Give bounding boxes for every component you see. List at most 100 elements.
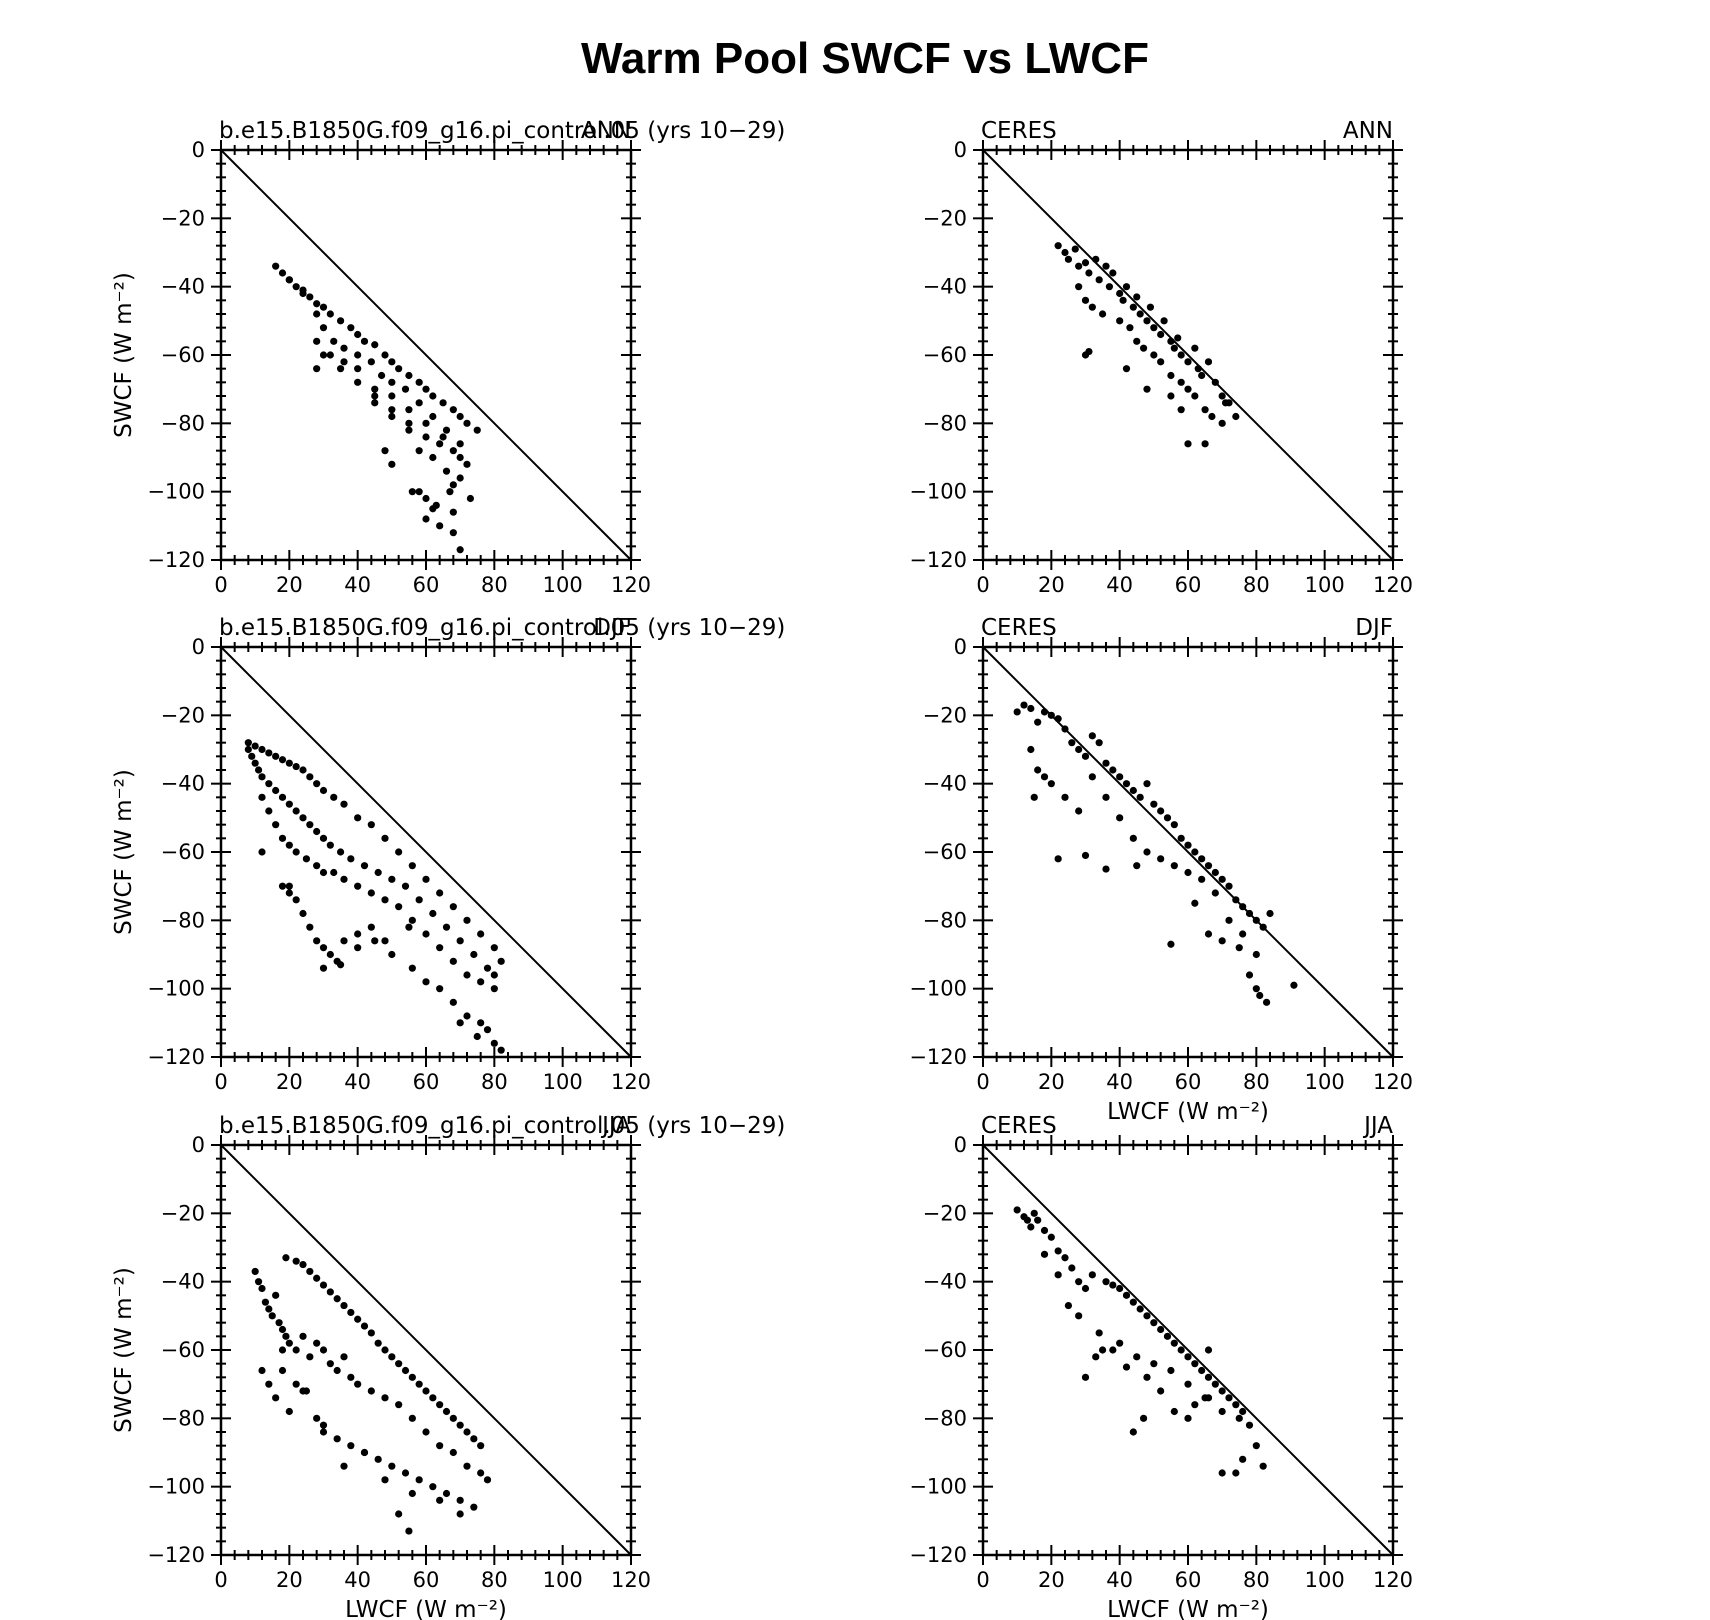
y-tick-label: −100	[909, 1475, 967, 1499]
scatter-point	[1150, 1319, 1158, 1327]
scatter-point	[1218, 392, 1226, 400]
scatter-point	[367, 1387, 375, 1395]
x-tick-label: 120	[611, 573, 651, 597]
x-tick-label: 80	[1243, 1070, 1270, 1094]
scatter-point	[1075, 745, 1083, 754]
scatter-point	[1170, 1407, 1178, 1416]
scatter-point	[1177, 834, 1185, 842]
scatter-point	[292, 1257, 300, 1265]
scatter-point	[1167, 1366, 1175, 1375]
scatter-point	[1020, 701, 1028, 709]
scatter-point	[336, 365, 345, 373]
scatter-point	[1122, 780, 1131, 788]
scatter-point	[340, 875, 348, 883]
scatter-point	[251, 759, 259, 767]
scatter-point	[336, 961, 345, 969]
scatter-point	[340, 800, 348, 808]
scatter-point	[1204, 1346, 1213, 1354]
scatter-point	[278, 793, 287, 801]
scatter-point	[258, 793, 266, 801]
scatter-point	[319, 786, 328, 795]
scatter-point	[1126, 324, 1134, 332]
scatter-point	[405, 426, 413, 434]
scatter-point	[292, 807, 300, 815]
x-tick-label: 100	[543, 1568, 583, 1592]
scatter-point	[1252, 916, 1260, 924]
scatter-point	[405, 406, 413, 414]
scatter-point	[456, 453, 464, 462]
y-tick-label: −100	[147, 977, 205, 1001]
scatter-point	[415, 896, 423, 904]
scatter-point	[446, 488, 454, 496]
scatter-point	[415, 1380, 423, 1388]
scatter-point	[313, 1339, 321, 1347]
scatter-point	[1194, 365, 1202, 373]
y-tick-label: −80	[161, 908, 205, 932]
scatter-point	[1211, 378, 1219, 386]
scatter-point	[1081, 1284, 1090, 1293]
scatter-point	[1160, 317, 1168, 325]
x-tick-label: 120	[1373, 1568, 1413, 1592]
scatter-point	[1201, 406, 1209, 414]
scatter-point	[381, 1346, 389, 1354]
y-tick-label: −60	[923, 840, 967, 864]
scatter-point	[388, 358, 396, 366]
scatter-point	[388, 460, 396, 468]
scatter-point	[299, 814, 307, 822]
scatter-point	[354, 1380, 362, 1388]
scatter-point	[319, 944, 328, 952]
scatter-point	[285, 1407, 293, 1416]
panel-left-label: b.e15.B1850G.f09_g16.pi_control.05 (yrs …	[219, 118, 785, 144]
scatter-point	[261, 1298, 270, 1306]
scatter-point	[1177, 1346, 1185, 1354]
scatter-point	[292, 896, 300, 904]
scatter-point	[449, 957, 457, 965]
scatter-point	[1081, 752, 1090, 760]
scatter-point	[429, 909, 437, 918]
scatter-point	[326, 1360, 334, 1368]
x-axis-title: LWCF (W m⁻²)	[345, 1597, 507, 1620]
scatter-point	[388, 875, 396, 883]
scatter-point	[1085, 347, 1093, 356]
y-tick-label: −20	[161, 206, 205, 230]
scatter-point	[1105, 283, 1114, 291]
panel-season-label: JJA	[600, 1113, 631, 1139]
scatter-point	[415, 488, 423, 496]
scatter-point	[429, 1483, 437, 1491]
scatter-point	[1133, 1353, 1141, 1361]
scatter-point	[408, 488, 416, 496]
scatter-point	[278, 1325, 287, 1334]
scatter-point	[1116, 814, 1124, 822]
scatter-point	[354, 365, 362, 373]
panel-ceres-ann: 0 20 40 60 80 100 120 0 −20 −40 −60 −80 −100 −120 CERE…	[909, 118, 1413, 597]
scatter-point	[1225, 916, 1233, 924]
scatter-point	[340, 1462, 348, 1470]
scatter-point	[442, 1407, 451, 1416]
scatter-point	[1177, 378, 1185, 386]
scatter-point	[1239, 903, 1247, 911]
scatter-point	[1064, 1301, 1073, 1310]
scatter-point	[319, 303, 328, 311]
scatter-point	[265, 749, 273, 757]
scatter-point	[319, 1428, 328, 1436]
scatter-point	[1098, 1346, 1107, 1354]
panel-ceres-djf: 0 20 40 60 80 100 120 0 −20 −40 −60 −80 −100 −120 CERE…	[909, 615, 1413, 1125]
scatter-point	[449, 529, 457, 537]
scatter-point	[470, 1503, 478, 1511]
scatter-point	[326, 841, 334, 849]
scatter-point	[265, 1380, 273, 1388]
scatter-point	[473, 426, 481, 434]
x-tick-label: 60	[413, 573, 440, 597]
scatter-point	[1211, 868, 1219, 877]
scatter-point	[422, 385, 430, 393]
scatter-point	[340, 358, 348, 366]
scatter-point	[1102, 759, 1110, 767]
scatter-point	[408, 916, 416, 924]
scatter-point	[1201, 440, 1209, 448]
scatter-point	[354, 378, 362, 386]
scatter-point	[1252, 950, 1260, 959]
scatter-point	[333, 1295, 341, 1303]
scatter-point	[490, 971, 498, 979]
scatter-point	[1150, 324, 1158, 332]
y-tick-label: −60	[161, 840, 205, 864]
